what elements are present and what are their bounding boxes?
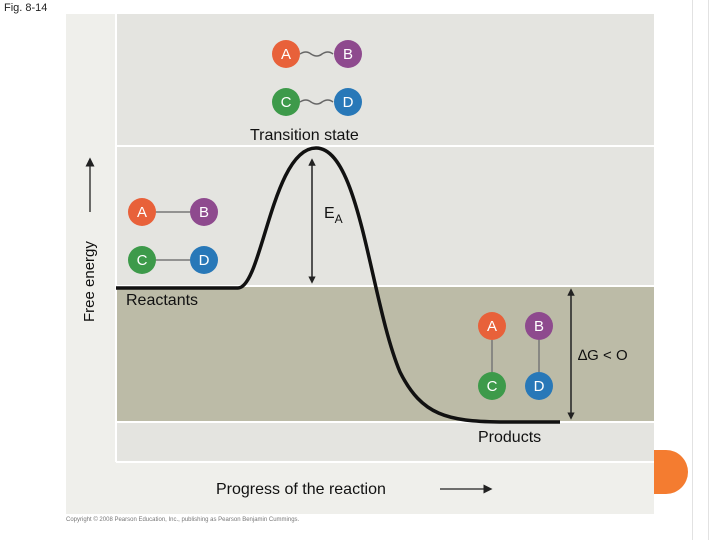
- delta-g-label: ∆G < O: [578, 347, 628, 364]
- delta-g-band: [116, 286, 654, 422]
- x-axis-label: Progress of the reaction: [216, 481, 386, 498]
- molecule-c-label: C: [281, 94, 292, 111]
- slide-edge-line: [708, 0, 709, 540]
- molecule-c: [478, 372, 506, 400]
- molecule-b: [190, 198, 218, 226]
- molecule-c-label: C: [487, 378, 498, 395]
- reactant-molecules: A B C D: [128, 198, 218, 274]
- product-molecules: A B C D: [478, 312, 553, 400]
- transition-state-molecules: A B C D: [272, 40, 362, 116]
- molecule-d-label: D: [343, 94, 354, 111]
- molecule-b-label: B: [199, 204, 209, 221]
- molecule-a: [272, 40, 300, 68]
- molecule-a: [478, 312, 506, 340]
- products-label: Products: [478, 429, 541, 446]
- molecule-a: [128, 198, 156, 226]
- molecule-a-label: A: [137, 204, 147, 221]
- y-axis-label: Free energy: [81, 241, 98, 322]
- molecule-d-label: D: [534, 378, 545, 395]
- molecule-c: [128, 246, 156, 274]
- molecule-b: [525, 312, 553, 340]
- molecule-d-label: D: [199, 252, 210, 269]
- activation-energy-label: EA: [324, 205, 343, 226]
- transition-state-label: Transition state: [250, 127, 359, 144]
- figure-label: Fig. 8-14: [4, 2, 48, 14]
- copyright-notice: Copyright © 2008 Pearson Education, Inc.…: [66, 517, 300, 523]
- reactants-label: Reactants: [126, 292, 198, 309]
- molecule-a-label: A: [281, 46, 291, 63]
- molecule-c: [272, 88, 300, 116]
- molecule-d: [190, 246, 218, 274]
- molecule-d: [334, 88, 362, 116]
- slide-accent-tab: [654, 450, 688, 494]
- molecule-b: [334, 40, 362, 68]
- molecule-d: [525, 372, 553, 400]
- molecule-c-label: C: [137, 252, 148, 269]
- slide-edge-line: [692, 0, 693, 540]
- molecule-b-label: B: [534, 318, 544, 335]
- free-energy-curve: [116, 146, 560, 424]
- molecule-a-label: A: [487, 318, 497, 335]
- molecule-b-label: B: [343, 46, 353, 63]
